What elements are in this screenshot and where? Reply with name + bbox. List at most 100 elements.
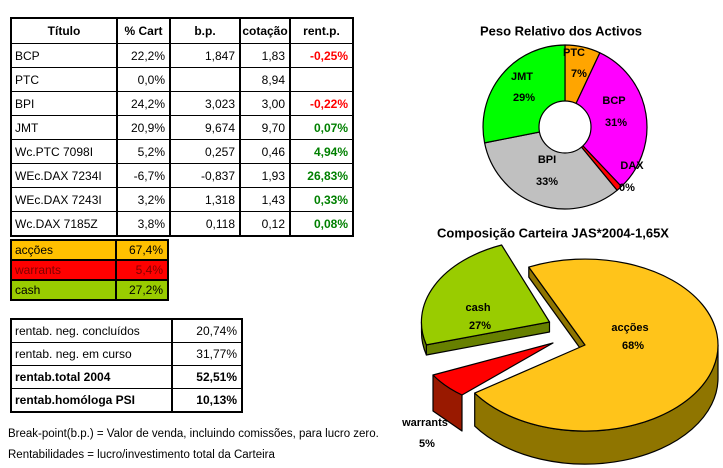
cell-cotacao: 1,43 [239,187,291,212]
table-row: BPI 24,2% 3,023 3,00 -0,22% [10,91,354,116]
cell-bp: 1,847 [169,43,241,68]
table-row: PTC 0,0% 8,94 [10,67,354,92]
slice-label-warrants: warrants [402,417,448,429]
footnote-breakpoint: Break-point(b.p.) = Valor de venda, incl… [8,428,379,440]
donut-hole [538,100,592,154]
cell-cotacao: 3,00 [239,91,291,116]
col-header-cart: % Cart [116,17,171,44]
slice-pct-accoes: 68% [621,340,645,352]
cell-rent: -0,22% [289,91,354,116]
cell-cotacao: 9,70 [239,115,291,140]
cell-rent: 0,08% [289,211,354,237]
positions-header-row: Título % Cart b.p. cotação rent.p. [10,17,354,44]
cell-titulo: WEc.DAX 7243I [10,187,118,212]
returns-value: 20,74% [171,318,243,343]
cell-cart: 5,2% [116,139,171,164]
col-header-bp: b.p. [169,17,241,44]
slice-pct-bpi: 33% [535,176,559,188]
slice-bcp [564,52,648,188]
slice-pct-warrants: 5% [419,438,435,450]
table-row: WEc.DAX 7234I -6,7% -0,837 1,93 26,83% [10,163,354,188]
cell-titulo: Wc.DAX 7185Z [10,211,118,237]
footnote-rentabilidades: Rentabilidades = lucro/investimento tota… [8,449,275,461]
cell-cotacao: 0,12 [239,211,291,237]
cell-cotacao: 8,94 [239,67,291,92]
returns-value: 31,77% [171,342,243,366]
allocation-value: 27,2% [115,279,169,301]
returns-label: rentab.homóloga PSI [10,388,173,413]
returns-value: 10,13% [171,388,243,413]
cell-titulo: BPI [10,91,118,116]
cell-titulo: WEc.DAX 7234I [10,163,118,188]
slice-label-accoes: acções [611,322,649,334]
slice-pct-bcp: 31% [604,117,628,129]
cell-rent: 0,07% [289,115,354,140]
slice-label-dax: DAX [620,160,644,172]
cell-rent [289,67,354,92]
col-header-cotacao: cotação [239,17,291,44]
allocation-table: acções 67,4% warrants 5,4% cash 27,2% [10,239,169,301]
cell-bp: 0,257 [169,139,241,164]
table-row: rentab. neg. concluídos 20,74% [10,318,243,343]
cell-bp: 0,118 [169,211,241,237]
pie3d-chart [420,244,719,465]
returns-label: rentab. neg. concluídos [10,318,173,343]
col-header-titulo: Título [10,17,118,44]
cell-cart: 0,0% [116,67,171,92]
donut-chart-title: Peso Relativo dos Activos [479,23,643,39]
pie3d-chart-title: Composição Carteira JAS*2004-1,65X [437,225,669,241]
table-row: rentab.homóloga PSI 10,13% [10,388,243,413]
slice-label-bpi: BPI [537,154,557,166]
slice-label-jmt: JMT [511,71,533,83]
slice-pct-dax: 0% [619,182,635,194]
cell-cart: 3,2% [116,187,171,212]
returns-value: 52,51% [171,365,243,389]
cell-rent: -0,25% [289,43,354,68]
slice-bpi [484,126,618,210]
cell-cart: 20,9% [116,115,171,140]
cell-cart: 24,2% [116,91,171,116]
slice-cash-top [420,244,551,346]
slice-label-ptc: PTC [563,47,585,59]
allocation-label: cash [10,279,117,301]
table-row: Wc.DAX 7185Z 3,8% 0,118 0,12 0,08% [10,211,354,237]
cell-cotacao: 0,46 [239,139,291,164]
allocation-label: warrants [10,259,117,281]
positions-table: Título % Cart b.p. cotação rent.p. BCP 2… [10,17,354,237]
cell-bp: 3,023 [169,91,241,116]
cell-titulo: BCP [10,43,118,68]
table-row: rentab.total 2004 52,51% [10,365,243,389]
table-row: JMT 20,9% 9,674 9,70 0,07% [10,115,354,140]
cell-bp: 9,674 [169,115,241,140]
table-row: WEc.DAX 7243I 3,2% 1,318 1,43 0,33% [10,187,354,212]
donut-chart [482,44,648,210]
allocation-row-cash: cash 27,2% [10,279,169,301]
table-row: Wc.PTC 7098I 5,2% 0,257 0,46 4,94% [10,139,354,164]
returns-label: rentab. neg. em curso [10,342,173,366]
cell-rent: 0,33% [289,187,354,212]
cell-cart: 22,2% [116,43,171,68]
cell-bp [169,67,241,92]
col-header-rentp: rent.p. [289,17,354,44]
slice-accoes-top [474,258,719,432]
cell-titulo: JMT [10,115,118,140]
cell-cotacao: 1,93 [239,163,291,188]
returns-table: rentab. neg. concluídos 20,74% rentab. n… [10,318,243,413]
table-row: BCP 22,2% 1,847 1,83 -0,25% [10,43,354,68]
allocation-value: 5,4% [115,259,169,281]
slice-warrants-top [432,342,554,396]
allocation-label: acções [10,239,117,261]
slice-pct-ptc: 7% [571,68,587,80]
cell-titulo: PTC [10,67,118,92]
allocation-row-accoes: acções 67,4% [10,239,169,261]
cell-cart: 3,8% [116,211,171,237]
allocation-row-warrants: warrants 5,4% [10,259,169,281]
slice-pct-jmt: 29% [512,92,536,104]
cell-cotacao: 1,83 [239,43,291,68]
cell-bp: 1,318 [169,187,241,212]
table-row: rentab. neg. em curso 31,77% [10,342,243,366]
cell-cart: -6,7% [116,163,171,188]
slice-label-bcp: BCP [602,95,626,107]
cell-rent: 26,83% [289,163,354,188]
